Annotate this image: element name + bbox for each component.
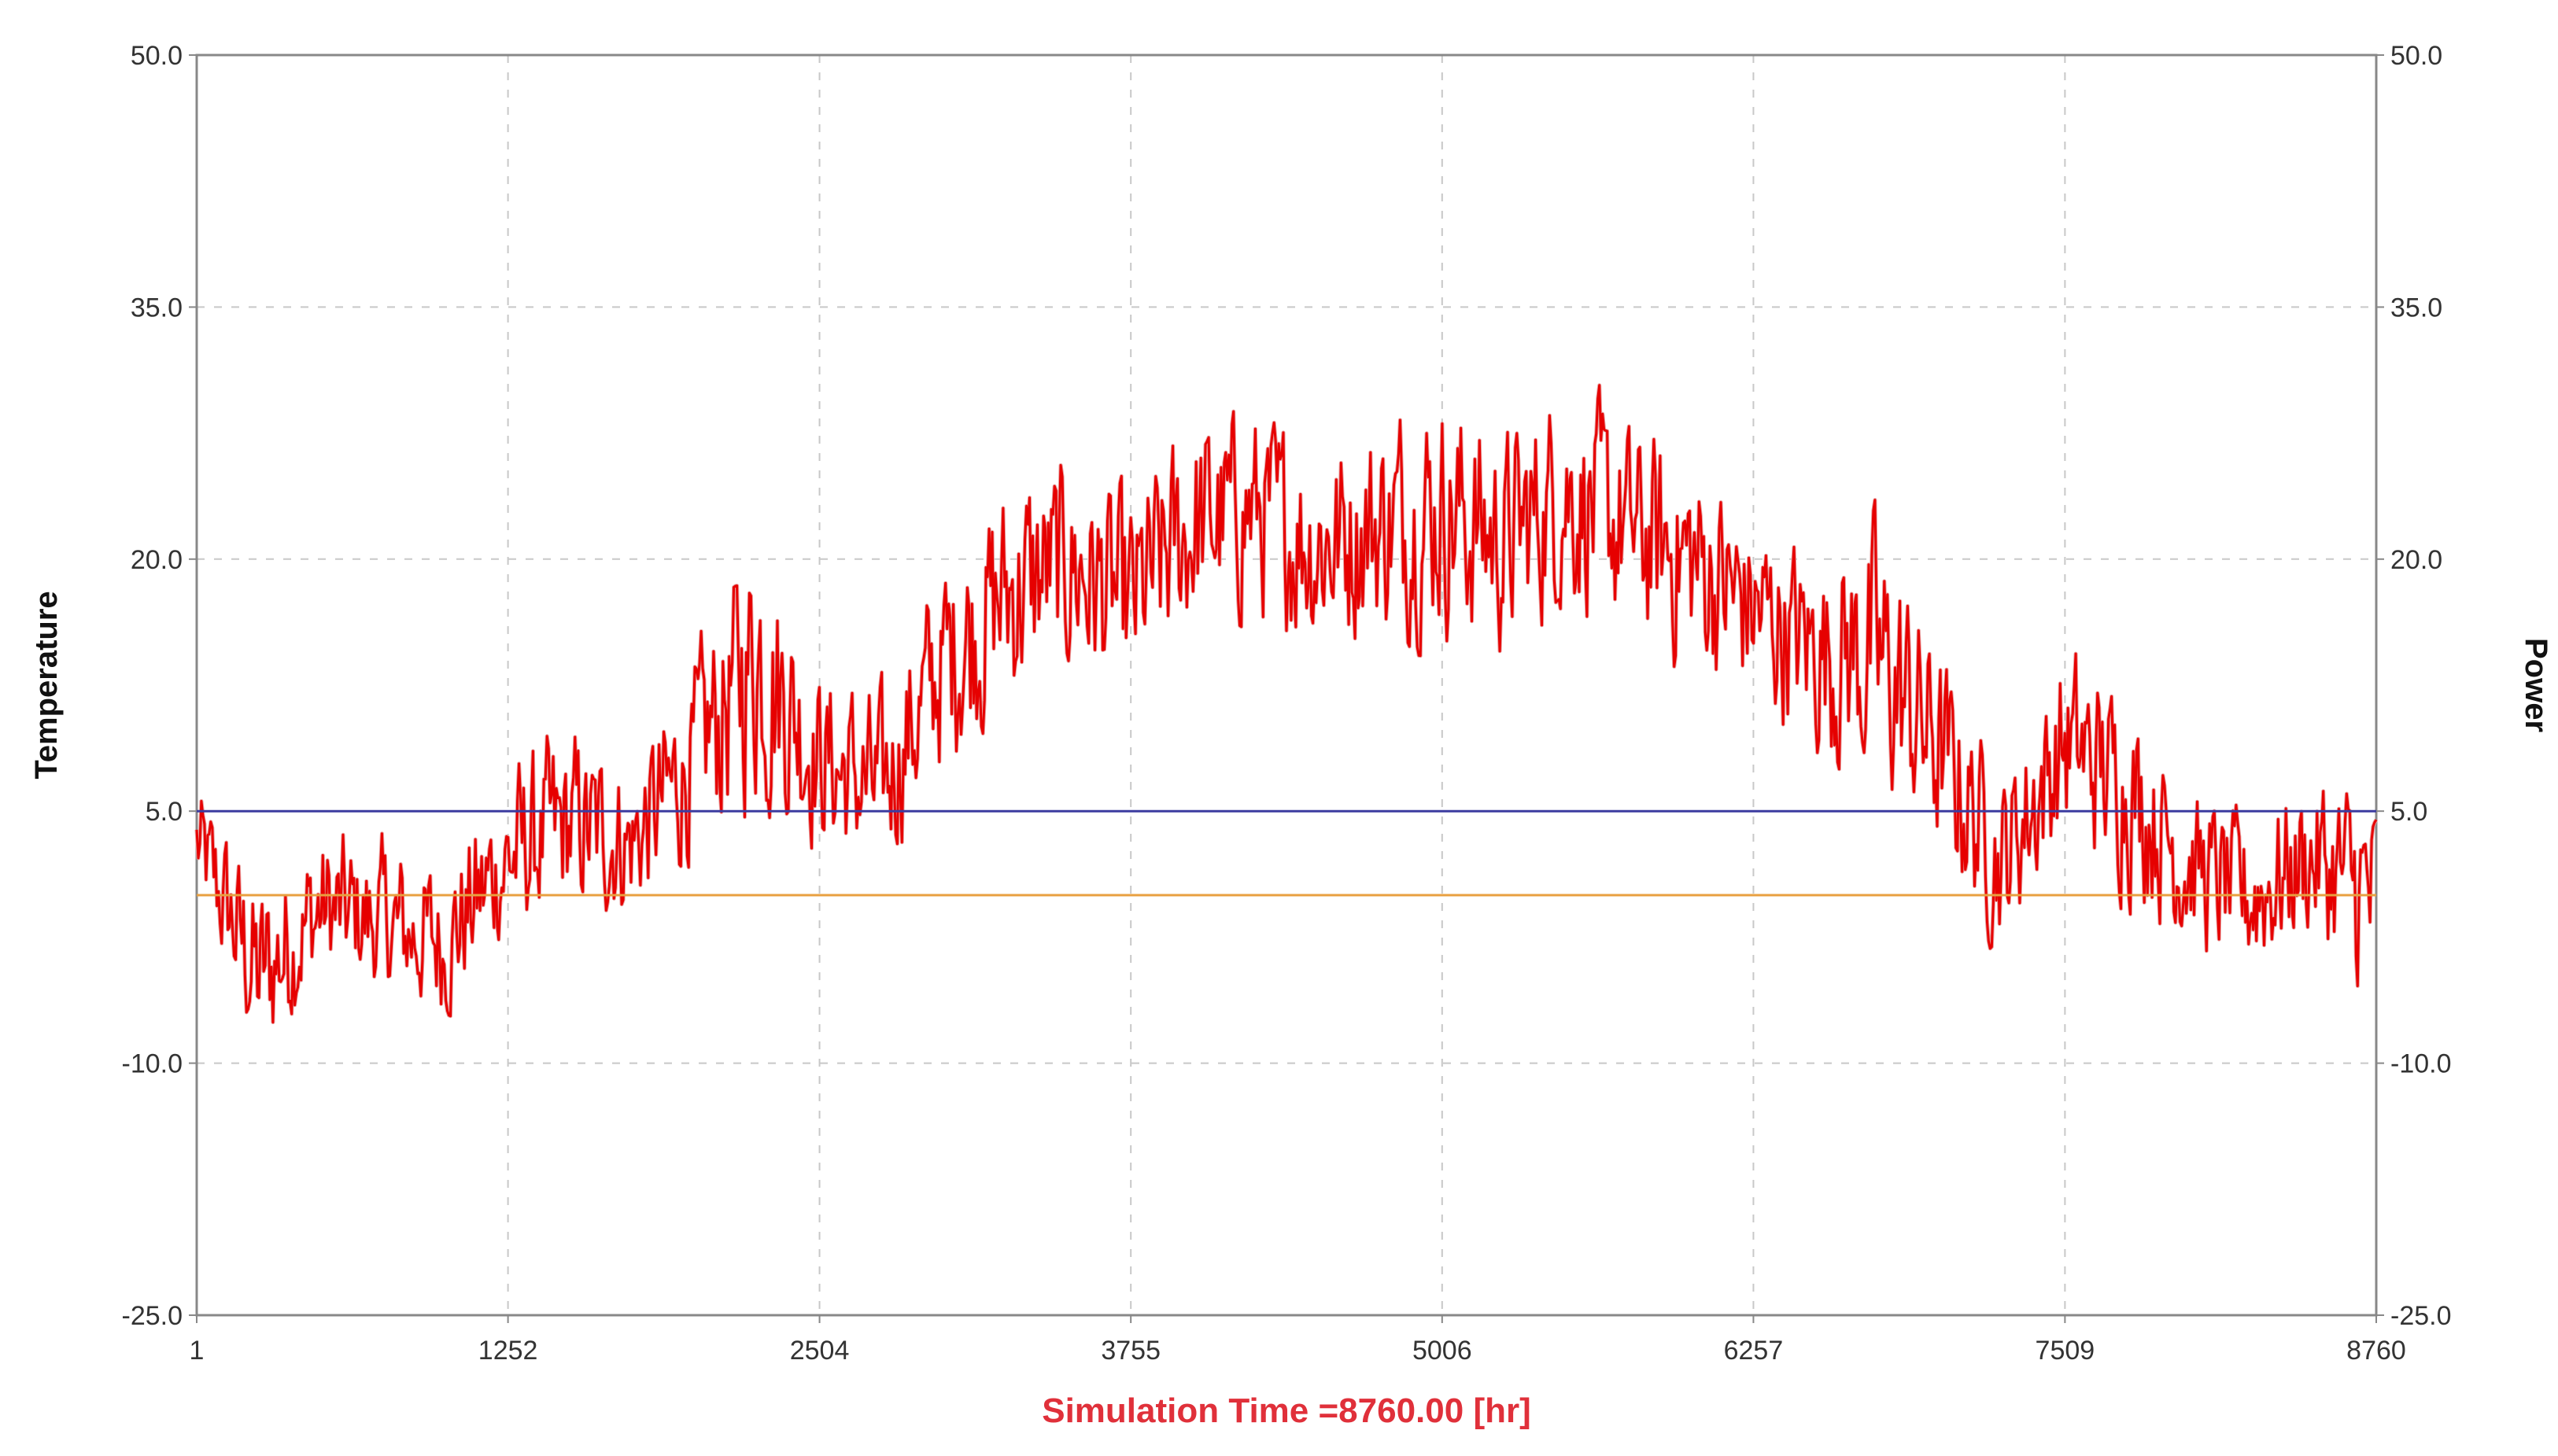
temperature-series-line: [195, 384, 2378, 1024]
y-tick-label-right: 50.0: [2390, 41, 2442, 71]
series-layer: [194, 383, 2379, 1025]
y-tick-label-left: -25.0: [122, 1301, 183, 1331]
simulation-time-label: Simulation Time =8760.00 [hr]: [1042, 1391, 1531, 1430]
y-tick-label-right: -25.0: [2390, 1301, 2452, 1331]
x-tick-label: 5006: [1412, 1336, 1472, 1366]
x-tick-label: 1252: [478, 1336, 538, 1366]
y-tick-label-left: 5.0: [146, 797, 183, 827]
y-tick-label-right: -10.0: [2390, 1049, 2452, 1079]
y-tick-label-right: 20.0: [2390, 545, 2442, 575]
y-axis-title-left: Temperature: [29, 591, 64, 779]
y-axis-title-right: Power: [2519, 638, 2553, 732]
x-tick-label: 6257: [1724, 1336, 1784, 1366]
y-tick-label-right: 5.0: [2390, 797, 2427, 827]
y-tick-label-left: 35.0: [131, 293, 183, 323]
tick-labels: 1 1252 2504 3755 5006 6257 7509 8760 50.0 35.0 20.…: [122, 41, 2452, 1366]
x-tick-label: 8760: [2346, 1336, 2406, 1366]
y-tick-label-left: -10.0: [122, 1049, 183, 1079]
x-tick-label: 2504: [790, 1336, 850, 1366]
y-tick-label-right: 35.0: [2390, 293, 2442, 323]
x-tick-label: 3755: [1101, 1336, 1161, 1366]
grid-lines: [197, 55, 2376, 1315]
x-tick-label: 7509: [2036, 1336, 2095, 1366]
x-tick-label: 1: [190, 1336, 205, 1366]
plot-frame: [195, 53, 2378, 1317]
y-tick-label-left: 50.0: [131, 41, 183, 71]
y-tick-label-left: 20.0: [131, 545, 183, 575]
